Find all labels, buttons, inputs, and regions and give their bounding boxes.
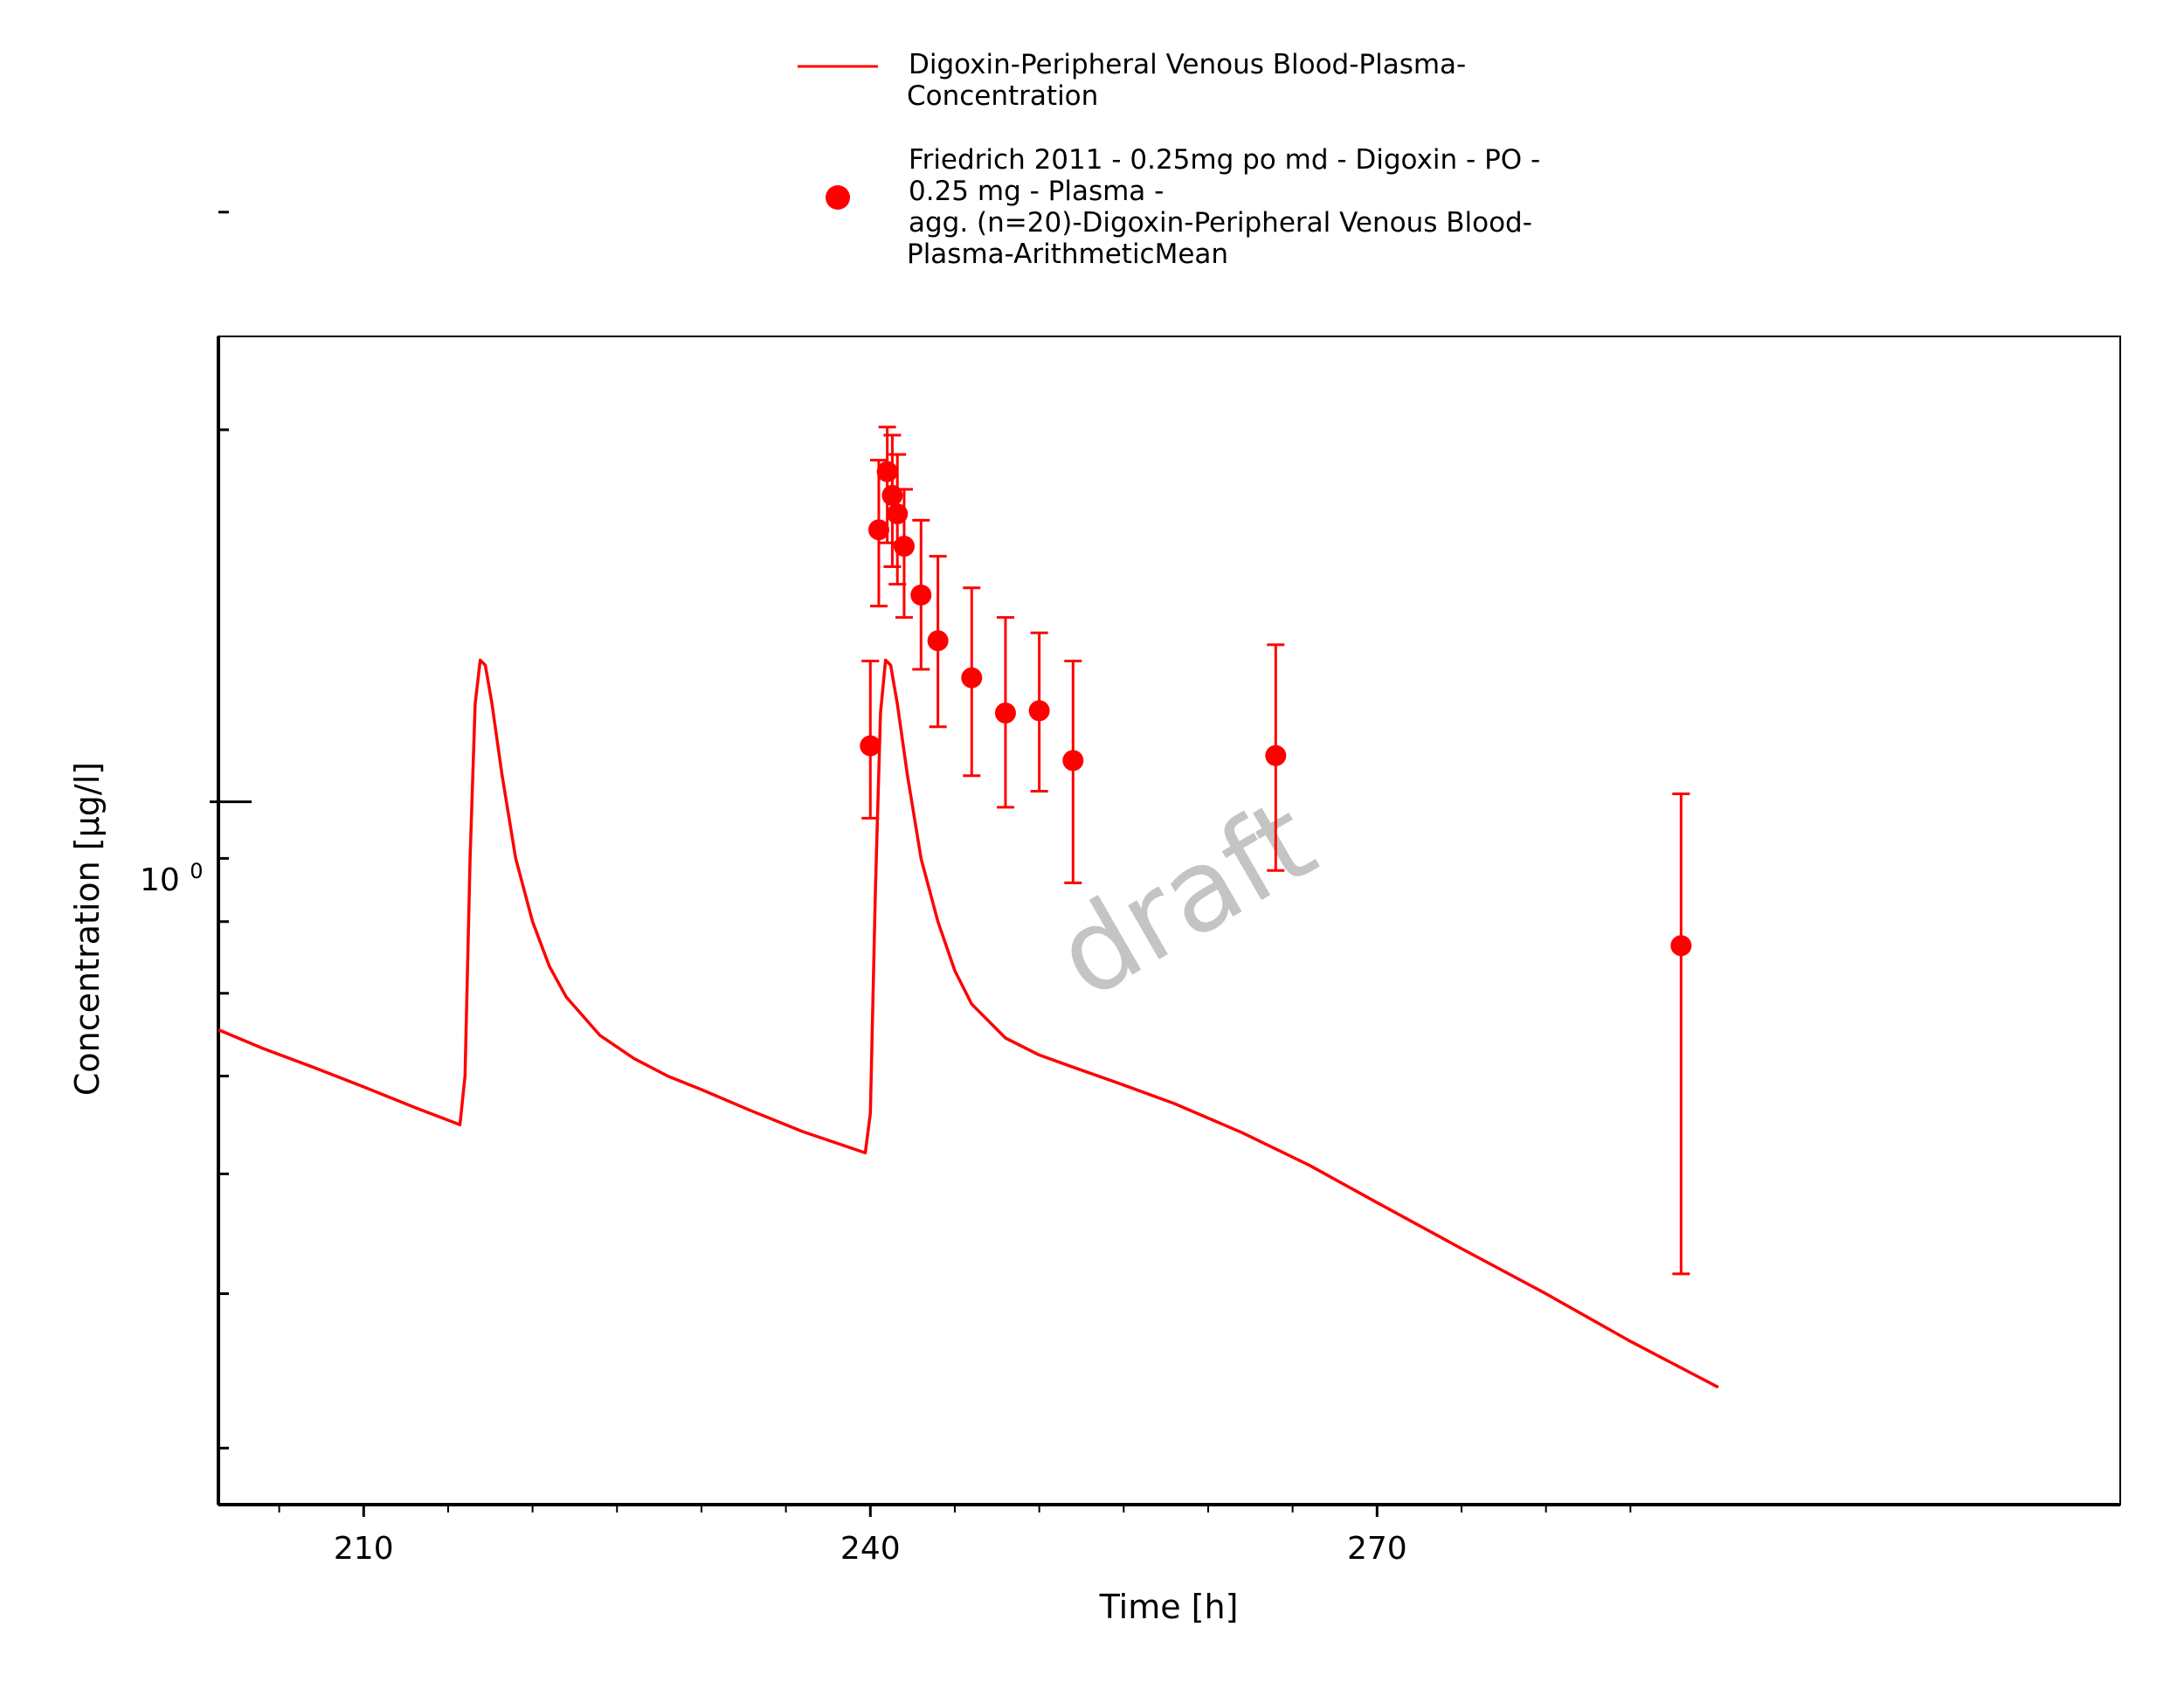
observed-point-group [1265, 643, 1287, 872]
observed-data-point [927, 630, 949, 652]
observed-data-point [876, 460, 898, 482]
y-axis-ticks [210, 211, 252, 1450]
observed-data-point [1028, 700, 1050, 722]
observed-data-point [910, 584, 932, 606]
observed-data-point [961, 667, 983, 689]
observed-point-group [1670, 793, 1692, 1276]
legend-entry-observed-line-3: agg. (n=20)-Digoxin-Peripheral Venous Bl… [909, 207, 1532, 239]
observed-data-point [1670, 935, 1692, 957]
observed-data-point [994, 702, 1016, 723]
observed-data-point [867, 519, 889, 541]
observed-point-group [927, 555, 949, 729]
legend: Digoxin-Peripheral Venous Blood-Plasma- … [798, 49, 1549, 270]
y-tick-label-exponent: 0 [190, 859, 203, 883]
legend-entry-simulation-line-2: Concentration [907, 80, 1098, 112]
observed-data-point [1265, 744, 1287, 766]
y-axis-title: Concentration [µg/l] [68, 762, 107, 1096]
observed-point-group [1028, 631, 1050, 793]
legend-entry-observed-line-1: Friedrich 2011 - 0.25mg po md - Digoxin … [909, 144, 1540, 176]
observed-point-group [961, 586, 983, 778]
observed-point-group [887, 453, 909, 586]
simulated-concentration-line [218, 658, 1719, 1389]
observed-point-group [910, 518, 932, 671]
y-tick-label: 10 0 [140, 859, 204, 898]
observed-point-group [860, 659, 881, 820]
observed-point-group [1062, 659, 1084, 884]
legend-entry-observed-line-4: Plasma-ArithmeticMean [907, 239, 1228, 270]
observed-data-point [893, 536, 915, 557]
x-axis-title: Time [h] [1099, 1588, 1239, 1626]
legend-entry-observed-line-2: 0.25 mg - Plasma - [909, 176, 1164, 207]
x-axis-ticks: 210 240 270 [278, 1505, 1632, 1567]
observed-point-group [893, 488, 915, 620]
x-tick-label: 270 [1347, 1531, 1407, 1567]
y-tick-label-base: 10 [140, 862, 180, 898]
legend-entry-observed: Friedrich 2011 - 0.25mg po md - Digoxin … [907, 144, 1549, 270]
series-layer [218, 426, 1719, 1389]
legend-entry-simulation-line-1: Digoxin-Peripheral Venous Blood-Plasma- [909, 49, 1466, 80]
observed-data-point [887, 503, 909, 525]
observed-data-point [860, 735, 881, 757]
x-tick-label: 210 [334, 1531, 394, 1567]
observed-point-group [994, 616, 1016, 809]
observed-data-point [1062, 750, 1084, 772]
observed-point-group [867, 459, 889, 608]
legend-marker-swatch [826, 185, 850, 210]
x-tick-label: 240 [840, 1531, 901, 1567]
legend-entry-simulation: Digoxin-Peripheral Venous Blood-Plasma- … [907, 49, 1475, 112]
